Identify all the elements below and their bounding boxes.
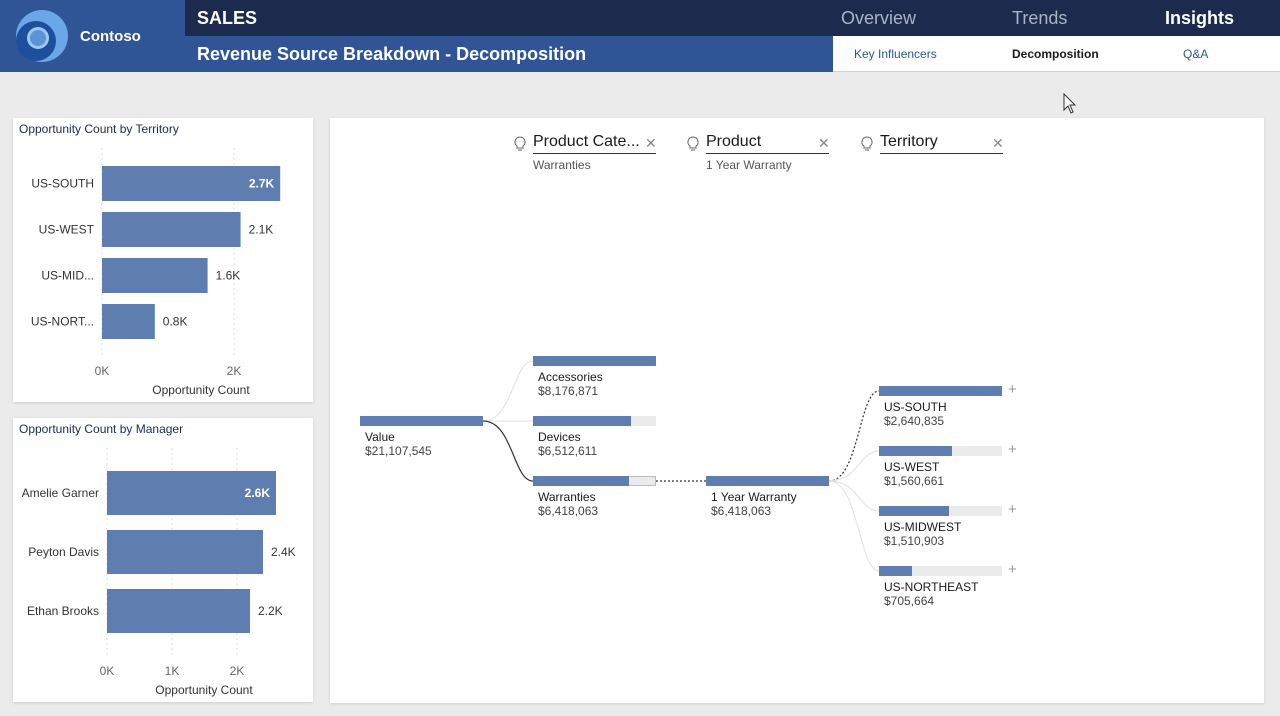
node-value: $705,664 [884,594,935,608]
territory-chart-card: Opportunity Count by Territory 0K 2K US-SO… [13,118,313,402]
node-value: $21,107,545 [365,444,432,458]
bar[interactable] [102,304,155,339]
lightbulb-icon[interactable] [514,136,526,152]
bar[interactable] [107,471,276,515]
node-label: US-WEST [884,460,940,474]
close-icon[interactable]: ✕ [992,135,1004,151]
node-label: US-NORTHEAST [884,580,979,594]
data-label: 2.6K [245,486,271,500]
bar[interactable] [102,166,281,201]
node-label: 1 Year Warranty [711,490,797,504]
bar[interactable] [102,258,208,293]
brand-logo: Contoso [0,0,185,72]
level-underline [880,153,1003,154]
territory-bar-chart: 0K 2K US-SOUTH 2.7K US-WEST 2.1K US-MID... 1.6K… [31,148,281,397]
page-title-bar [185,36,833,72]
node-bar-bg [879,566,1002,576]
level-name[interactable]: Territory [880,133,938,150]
level-name[interactable]: Product [706,133,762,150]
y-category-label: Ethan Brooks [27,604,99,618]
app-title: SALES [197,8,258,28]
subtab-key-influencers[interactable]: Key Influencers [854,47,937,61]
manager-bar-chart: 0K 1K 2K Amelie Garner 2.6K Peyton Davis 2.4K E… [22,448,296,697]
lightbulb-icon[interactable] [861,136,873,152]
x-tick-label: 0K [100,664,115,678]
node-value: $1,510,903 [884,534,945,548]
manager-chart-card: Opportunity Count by Manager 0K 1K 2K Ameli… [13,418,313,702]
node-value: $2,640,835 [884,414,945,428]
node-bar [360,416,483,426]
data-label: 0.8K [163,315,188,329]
node-bar [879,506,950,516]
expand-plus-icon[interactable]: + [1008,561,1017,578]
tree-connectors [482,360,880,572]
bar[interactable] [107,530,263,574]
data-label: 2.2K [258,604,283,618]
y-category-label: US-SOUTH [31,177,94,191]
x-tick-label: 1K [165,664,180,678]
node-value: $1,560,661 [884,474,945,488]
data-label: 1.6K [216,269,241,283]
node-label: US-MIDWEST [884,520,962,534]
node-bar [533,416,632,426]
y-category-label: US-WEST [39,223,95,237]
level-underline [706,153,829,154]
lightbulb-icon[interactable] [687,136,699,152]
subtab-decomposition[interactable]: Decomposition [1012,47,1099,61]
y-category-label: Peyton Davis [28,545,99,559]
x-axis-title: Opportunity Count [152,383,250,397]
node-value: $6,418,063 [711,504,772,518]
close-icon[interactable]: ✕ [818,135,830,151]
y-category-label: US-NORT... [31,315,94,329]
mouse-cursor-icon [1063,92,1077,120]
level-name[interactable]: Product Cate... [533,133,640,150]
contoso-logo-icon [10,7,68,65]
y-category-label: Amelie Garner [22,486,99,500]
expand-plus-icon[interactable]: + [1008,441,1017,458]
node-bar [879,386,1002,396]
nav-overview[interactable]: Overview [841,8,917,28]
node-bar [533,476,629,486]
node-label: Warranties [538,490,596,504]
page-title: Revenue Source Breakdown - Decomposition [197,44,587,64]
y-category-label: US-MID... [41,269,94,283]
node-label: US-SOUTH [884,400,947,414]
decomposition-tree-card: Product Cate... ✕ Warranties Product ✕ 1… [330,118,1264,703]
subtab-qa[interactable]: Q&A [1183,47,1209,61]
level-filter: Warranties [533,158,591,172]
expand-plus-icon[interactable]: + [1008,381,1017,398]
nav-insights[interactable]: Insights [1165,8,1235,28]
node-value: $8,176,871 [538,384,599,398]
node-label: Value [365,430,395,444]
top-nav-bar [185,0,1280,36]
node-label: Devices [538,430,581,444]
close-icon[interactable]: ✕ [645,135,657,151]
level-underline [533,153,656,154]
subtab-bar [833,36,1280,72]
data-label: 2.4K [271,545,296,559]
expand-plus-icon[interactable]: + [1008,501,1017,518]
node-value: $6,512,611 [538,444,598,458]
nav-trends[interactable]: Trends [1012,8,1068,28]
data-label: 2.7K [249,177,275,191]
bar[interactable] [102,212,241,247]
x-tick-label: 2K [227,364,242,378]
territory-chart-title: Opportunity Count by Territory [19,122,179,136]
brand-name: Contoso [80,27,141,45]
node-bar [879,446,952,456]
manager-chart-title: Opportunity Count by Manager [19,422,184,436]
node-bar [879,566,913,576]
node-bar [533,356,656,366]
x-tick-label: 0K [95,364,110,378]
node-value: $6,418,063 [538,504,599,518]
node-label: Accessories [538,370,603,384]
x-tick-label: 2K [230,664,245,678]
x-axis-title: Opportunity Count [155,683,253,697]
bar[interactable] [107,589,250,633]
level-filter: 1 Year Warranty [706,158,792,172]
data-label: 2.1K [249,223,274,237]
node-bar [706,476,829,486]
